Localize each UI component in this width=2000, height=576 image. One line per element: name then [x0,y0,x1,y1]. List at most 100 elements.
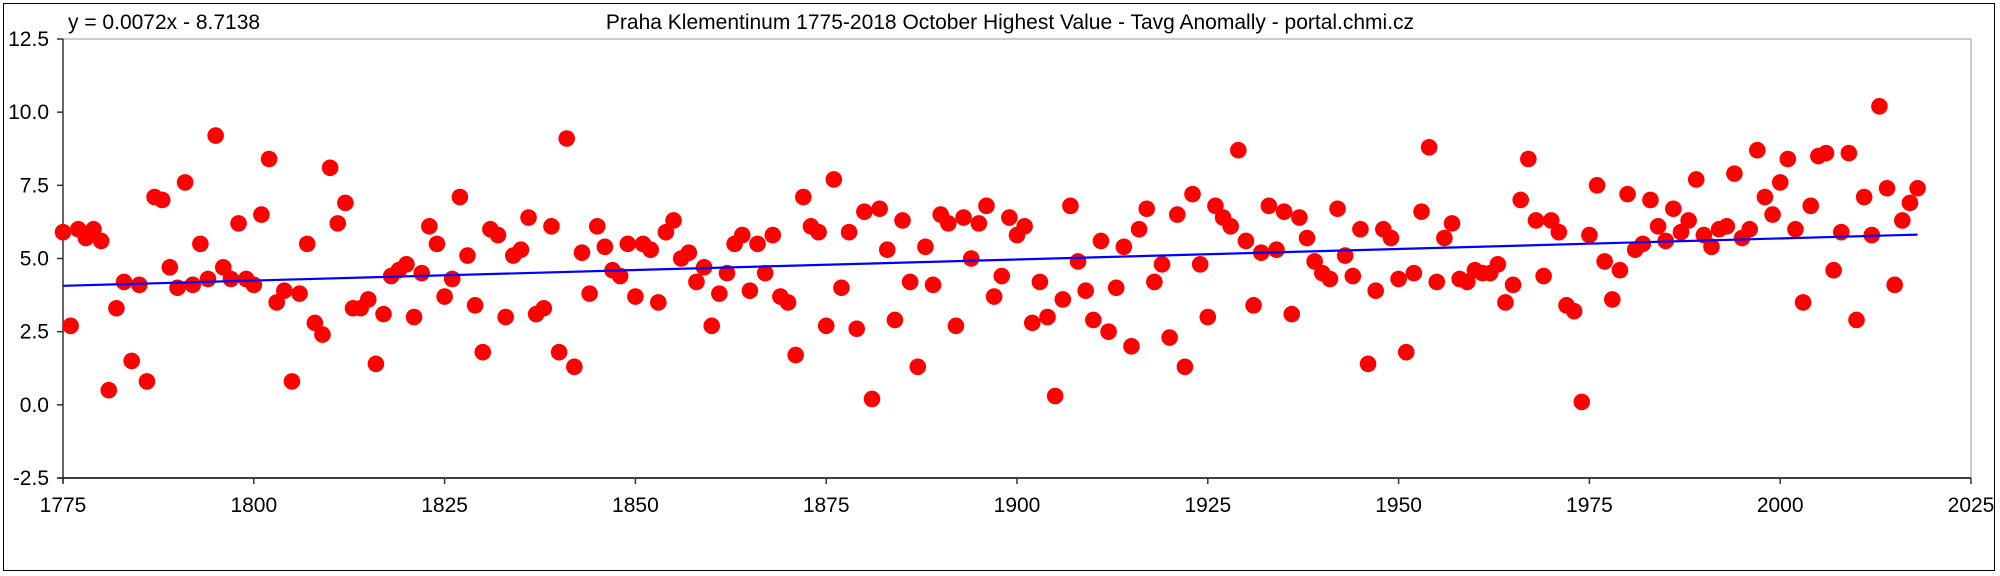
data-point [367,355,385,373]
data-point [566,358,583,376]
x-tick-label: 1850 [612,494,659,517]
data-point [1901,194,1919,212]
data-point [901,273,919,291]
data-point [1596,253,1613,270]
data-point [718,264,736,282]
data-point [1588,177,1606,194]
data-point [1687,171,1705,188]
data-point [1344,267,1362,285]
data-point [1268,241,1285,259]
data-point [1062,197,1079,215]
data-point [1817,144,1835,162]
data-point [1107,279,1125,297]
data-point [314,326,331,343]
data-point [359,291,377,308]
data-point [184,276,202,294]
data-point [153,191,171,209]
data-point [466,297,484,314]
data-point [192,235,209,253]
data-point [489,226,507,244]
data-point [703,317,721,335]
data-point [214,258,232,276]
data-point [1245,297,1262,314]
data-point [550,343,568,361]
data-point [283,373,301,390]
data-point [1542,212,1560,229]
data-point [856,203,873,220]
data-point [1603,291,1621,308]
data-point [1428,273,1446,291]
y-tick-label: 5.0 [20,248,49,271]
data-point [1802,197,1820,215]
data-point [428,235,446,253]
data-point [1069,253,1087,270]
data-point [306,314,324,332]
data-point [1123,338,1140,355]
data-point [1779,150,1797,168]
data-point [688,273,705,291]
data-point [985,288,1003,305]
data-point [1771,174,1789,191]
data-point [1367,282,1385,299]
y-tick-label: 10.0 [8,101,49,124]
data-point [924,276,942,294]
data-point [848,320,866,338]
data-point [1176,358,1194,376]
data-point [85,220,102,238]
data-point [917,238,934,256]
data-point [436,288,453,305]
data-point [627,288,644,305]
data-point [886,311,904,329]
data-point [657,223,675,241]
data-point [1321,270,1339,288]
data-point [1352,220,1369,238]
data-point [1092,232,1110,250]
data-point [1237,232,1255,250]
data-point [978,197,995,215]
data-point [451,188,469,206]
data-point [1168,206,1186,223]
data-point [741,282,759,299]
data-point [940,215,957,232]
data-point [413,264,431,282]
data-point [222,270,240,288]
data-point [321,159,339,177]
data-point [1161,329,1178,346]
data-point [1153,256,1171,273]
data-point [970,215,988,232]
data-point [894,212,911,229]
data-point [810,223,827,241]
data-point [398,256,415,273]
data-point [1619,185,1636,203]
data-point [1794,294,1812,311]
data-point [1848,311,1865,329]
data-point [1306,253,1323,270]
x-tick-label: 1900 [994,494,1041,517]
data-point [1329,200,1346,218]
x-tick-label: 1800 [230,494,277,517]
data-point [878,241,896,259]
data-point [1878,179,1896,197]
data-point [512,241,530,259]
data-point [520,209,537,226]
x-tick-label: 1825 [421,494,468,517]
data-point [100,381,118,399]
data-point [1191,256,1209,273]
data-point [825,171,843,188]
data-point [649,294,667,311]
data-point [1283,305,1301,323]
data-point [1718,218,1736,235]
data-point [680,244,698,261]
data-point [253,206,270,223]
y-tick-label: 12.5 [8,28,49,51]
data-point [1749,141,1766,159]
data-point [245,276,263,294]
data-point [1298,229,1316,247]
data-point [1787,220,1804,238]
x-tick-label: 1950 [1375,494,1422,517]
data-point [596,238,614,256]
data-point [1100,323,1117,340]
x-tick-label: 2000 [1757,494,1804,517]
data-point [1275,203,1293,220]
